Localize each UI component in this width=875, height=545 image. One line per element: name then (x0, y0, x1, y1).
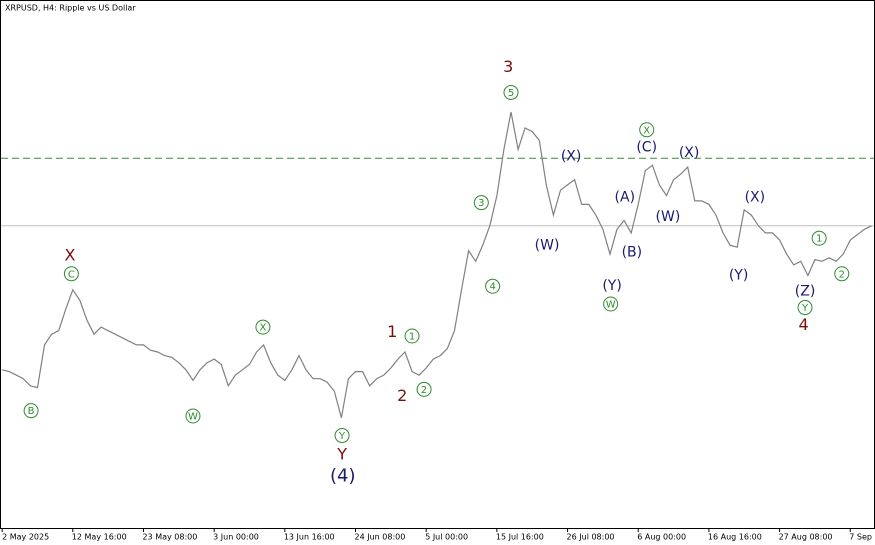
wave-circle (639, 122, 655, 138)
chart-title: XRPUSD, H4: Ripple vs US Dollar (5, 4, 136, 13)
wave-label: B (28, 406, 35, 417)
wave-label: 3 (503, 57, 513, 76)
wave-label: 1 (409, 332, 415, 343)
plot-frame (0, 0, 875, 529)
wave-label: (Z) (795, 284, 816, 300)
wave-circle (473, 195, 489, 211)
wave-label: Y (338, 431, 346, 442)
wave-label: (X) (679, 145, 700, 161)
wave-label: (C) (636, 140, 657, 156)
wave-label: X (259, 323, 266, 334)
wave-circle (255, 319, 271, 335)
wave-label: (B) (622, 244, 643, 260)
x-tick-label: 13 Jun 16:00 (284, 533, 335, 542)
wave-circle (834, 266, 850, 282)
wave-label: 4 (489, 282, 495, 293)
wave-label: Y (801, 303, 809, 314)
wave-label: 2 (397, 386, 407, 405)
x-tick-label: 24 Jun 08:00 (355, 533, 406, 542)
x-tick-label: 27 Aug 08:00 (779, 533, 833, 542)
wave-label: X (643, 125, 650, 136)
wave-label: 3 (478, 198, 484, 209)
x-tick-label: 12 May 16:00 (72, 533, 127, 542)
wave-circle (23, 403, 39, 419)
wave-circle (334, 428, 350, 444)
x-tick-label: 16 Aug 16:00 (708, 533, 762, 542)
x-tick-label: 2 May 2025 (2, 533, 49, 542)
wave-label: 1 (387, 322, 397, 341)
x-tick-label: 3 Jun 00:00 (213, 533, 259, 542)
wave-label: 1 (816, 234, 822, 245)
wave-label: (Y) (602, 278, 621, 294)
wave-circle (485, 278, 501, 294)
wave-label: (4) (330, 465, 356, 486)
x-tick-label: 5 Jul 00:00 (425, 533, 468, 542)
x-tick-label: 7 Sep 00: (849, 533, 875, 542)
wave-circle (603, 296, 619, 312)
wave-label: 4 (799, 315, 809, 334)
x-tick-label: 15 Jul 16:00 (496, 533, 544, 542)
wave-circle (811, 230, 827, 246)
wave-label: 2 (839, 269, 845, 280)
x-tick-label: 26 Jul 08:00 (567, 533, 615, 542)
wave-label: (A) (615, 189, 636, 205)
x-tick-label: 23 May 08:00 (142, 533, 197, 542)
wave-label: X (64, 246, 75, 265)
wave-circle (63, 266, 79, 282)
wave-label: 5 (508, 88, 514, 99)
wave-circle (185, 408, 201, 424)
wave-label: (Y) (729, 268, 748, 284)
wave-label: 2 (421, 385, 427, 396)
wave-label: (W) (656, 209, 681, 225)
wave-label: (X) (745, 189, 766, 205)
wave-circle (797, 300, 813, 316)
wave-label: (W) (535, 237, 560, 253)
x-tick-label: 6 Aug 00:00 (637, 533, 686, 542)
wave-label: W (606, 300, 616, 311)
wave-label: C (68, 269, 75, 280)
wave-label: (X) (561, 148, 582, 164)
price-line (1, 111, 872, 418)
wave-circle (503, 84, 519, 100)
wave-label: W (188, 412, 198, 423)
wave-circle (416, 381, 432, 397)
wave-label: Y (336, 445, 347, 464)
wave-circle (404, 328, 420, 344)
